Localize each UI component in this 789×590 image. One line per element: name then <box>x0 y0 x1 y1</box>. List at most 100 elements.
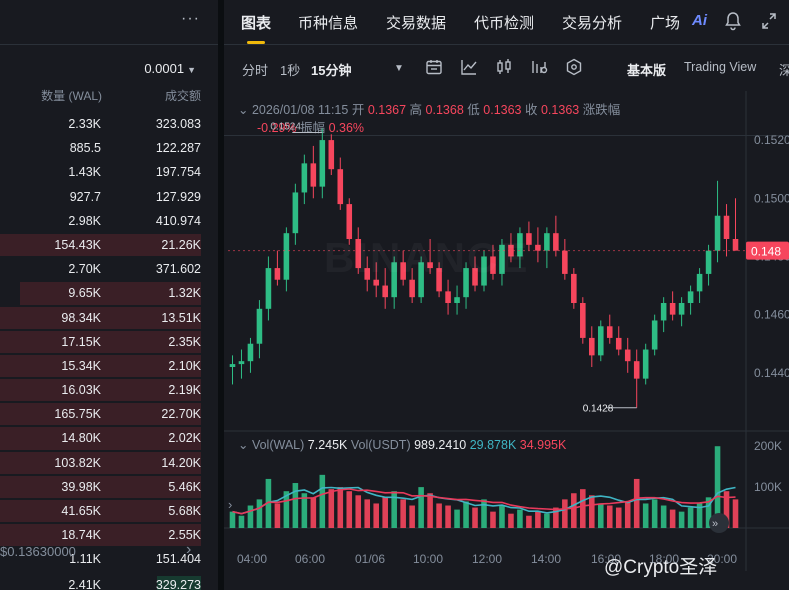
change-label: 涨跌幅 <box>582 103 621 117</box>
ask-quantity: 165.75K <box>54 407 101 422</box>
order-book-row[interactable]: 15.34K 2.10K <box>0 354 218 378</box>
tab-token-check[interactable]: 代币检测 <box>474 15 535 32</box>
interval-timeline[interactable]: 分时 <box>242 63 269 78</box>
order-book-row[interactable]: 154.43K 21.26K <box>0 233 218 257</box>
candle-body <box>247 343 254 362</box>
current-price-label: 0.148 <box>751 245 781 259</box>
volume-bar <box>454 509 460 528</box>
column-header-total: 成交额 <box>164 89 201 103</box>
ask-depth-bar <box>0 427 201 450</box>
tab-coin-info[interactable]: 币种信息 <box>298 15 359 32</box>
ask-quantity: 98.34K <box>61 310 101 325</box>
tab-trade-data[interactable]: 交易数据 <box>386 15 447 32</box>
candle-body <box>328 140 335 170</box>
order-book-row[interactable]: 2.98K 410.974 <box>0 209 218 233</box>
ask-total: 21.26K <box>161 237 201 252</box>
chevron-right-icon[interactable]: › <box>186 541 192 558</box>
ask-depth-bar <box>0 403 201 426</box>
volume-tick-label: 100K <box>754 480 782 494</box>
tab-square[interactable]: 广场 <box>650 15 681 32</box>
precision-value: 0.0001 <box>144 61 185 76</box>
order-book-row[interactable]: 17.15K 2.35K <box>0 330 218 354</box>
volume-bar <box>283 491 290 528</box>
change-value: -0.29% <box>257 121 297 135</box>
ai-icon[interactable]: Ai <box>692 12 707 29</box>
order-book-row[interactable]: 9.65K 1.32K <box>0 281 218 305</box>
order-book-row[interactable]: 165.75K 22.70K <box>0 402 218 426</box>
order-book-row[interactable]: 103.82K 14.20K <box>0 451 218 475</box>
interval-dropdown-icon[interactable]: ▼ <box>394 63 404 74</box>
order-book-row[interactable]: 98.34K 13.51K <box>0 306 218 330</box>
interval-15m[interactable]: 15分钟 <box>311 63 352 78</box>
order-book-row[interactable]: 14.80K 2.02K <box>0 426 218 450</box>
volume-bar <box>418 487 424 528</box>
ask-total: 5.46K <box>168 479 201 494</box>
volume-bar <box>642 503 649 528</box>
volume-bar <box>678 511 685 528</box>
order-book-row[interactable]: 39.98K 5.46K <box>0 475 218 499</box>
collapse-legend-icon[interactable]: ⌄ <box>238 103 252 117</box>
calendar-icon[interactable] <box>425 58 443 76</box>
candlestick-chart[interactable]: 0.15200.15000.14800.14600.1440200K100K0.… <box>224 91 789 590</box>
volume-bar <box>256 499 263 528</box>
ask-total: 122.287 <box>155 141 201 156</box>
volume-bar <box>409 505 415 528</box>
candle-body <box>301 163 308 193</box>
scroll-right-icon: » <box>712 518 718 530</box>
basic-view-tab[interactable]: 基本版 <box>627 63 667 78</box>
volume-bar <box>265 478 272 528</box>
ask-quantity: 18.74K <box>61 528 101 543</box>
time-tick-label: 04:00 <box>237 552 267 566</box>
ask-depth-bar <box>0 306 201 329</box>
candle-body <box>678 303 685 315</box>
precision-select[interactable]: 0.0001 ▼ <box>144 61 196 76</box>
low-value: 0.1363 <box>483 103 522 117</box>
depth-settings-icon[interactable] <box>565 58 583 76</box>
divider <box>224 135 789 136</box>
tab-chart[interactable]: 图表 <box>241 15 272 32</box>
ask-total: 2.10K <box>168 358 201 373</box>
candle-body <box>409 279 415 298</box>
candle-body <box>238 361 245 365</box>
order-book-row[interactable]: 927.7 127.929 <box>0 185 218 209</box>
time-tick-label: 14:00 <box>531 552 561 566</box>
order-book-row[interactable]: 18.74K 2.55K <box>0 523 218 547</box>
candle-body <box>436 268 442 292</box>
volume-bar <box>310 497 317 528</box>
order-book-row[interactable]: 885.5 122.287 <box>0 136 218 160</box>
more-menu-icon[interactable]: ··· <box>181 10 200 27</box>
candle-body <box>633 361 640 379</box>
candle-body <box>274 268 281 280</box>
candle-style-icon[interactable] <box>495 58 513 76</box>
candle-date: 2026/01/08 11:15 <box>251 103 349 117</box>
ask-depth-bar <box>0 379 201 402</box>
ask-quantity: 1.43K <box>68 165 101 180</box>
ask-quantity: 103.82K <box>54 455 101 470</box>
chart-settings-icon[interactable] <box>530 58 548 76</box>
order-book-row[interactable]: 16.03K 2.19K <box>0 378 218 402</box>
order-book-row[interactable]: 1.43K 197.754 <box>0 160 218 184</box>
collapse-volume-icon[interactable]: ⌄ <box>238 438 252 452</box>
candle-body <box>382 285 388 298</box>
tradingview-tab[interactable]: Trading View <box>684 60 757 74</box>
interval-1s[interactable]: 1秒 <box>280 63 301 78</box>
ask-quantity: 154.43K <box>54 237 101 252</box>
bid-total: 329.273 <box>155 578 201 590</box>
order-book-row[interactable]: 1.11K 151.404 <box>0 547 218 571</box>
indicator-icon[interactable] <box>460 58 478 76</box>
order-book-row[interactable]: 2.33K 323.083 <box>0 112 218 136</box>
volume-bar <box>562 499 568 528</box>
volume-bar <box>490 511 496 528</box>
order-book-row[interactable]: 2.70K 371.602 <box>0 257 218 281</box>
volume-bar <box>714 446 721 528</box>
tab-trade-analysis[interactable]: 交易分析 <box>562 15 623 32</box>
author-credit: @Crypto圣泽 <box>604 557 718 578</box>
bell-icon[interactable] <box>724 11 742 31</box>
depth-tab[interactable]: 深 <box>779 63 789 78</box>
candle-body <box>490 256 496 274</box>
order-book-row[interactable]: 41.65K 5.68K <box>0 499 218 523</box>
volume-bar <box>606 505 613 528</box>
volume-bar <box>517 509 523 528</box>
volume-bar <box>355 495 362 528</box>
expand-icon[interactable] <box>760 11 778 31</box>
